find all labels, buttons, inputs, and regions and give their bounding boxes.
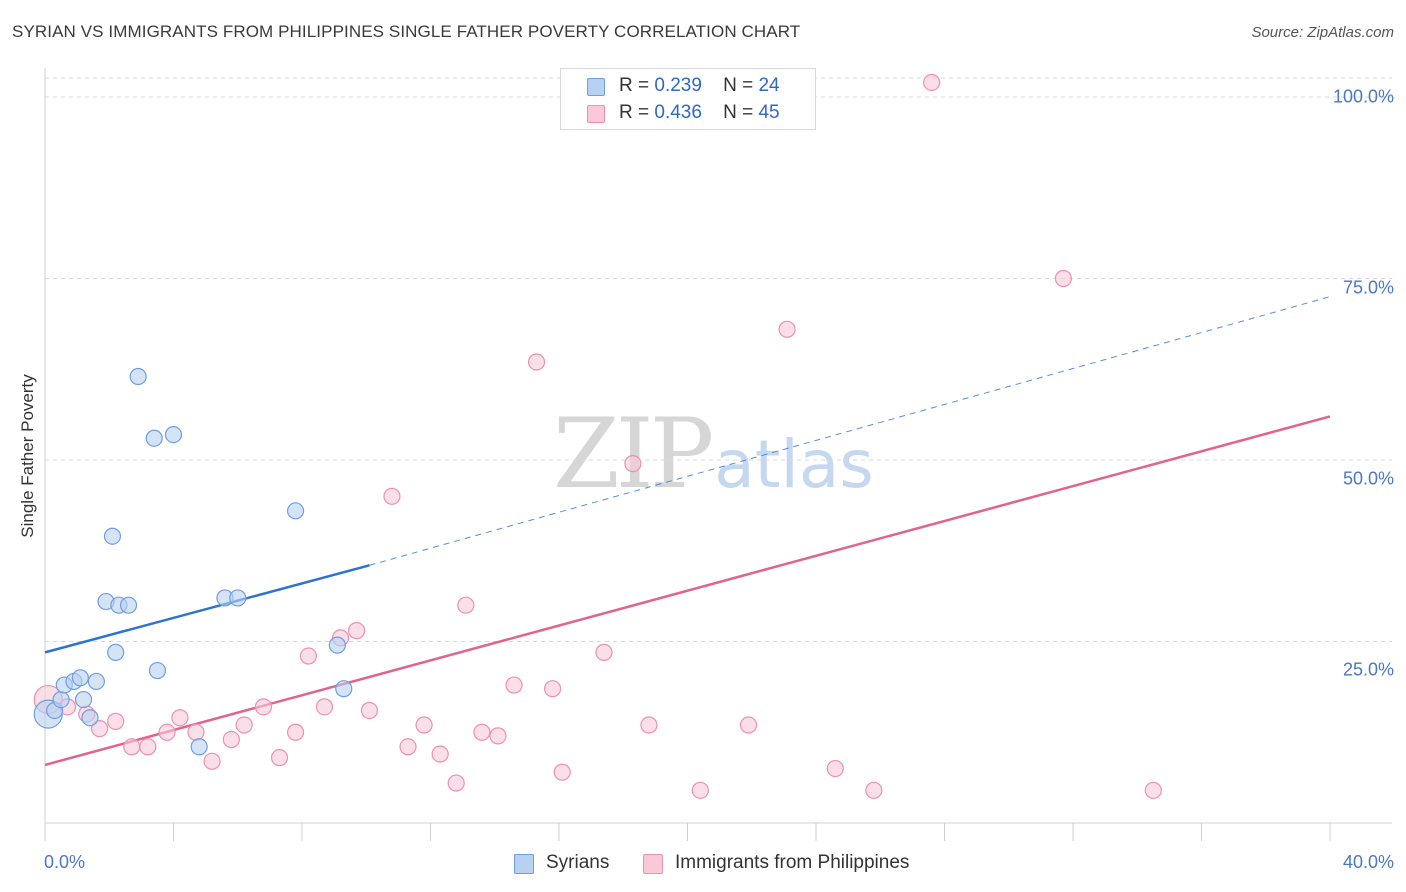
syrians-legend-label: Syrians <box>546 852 610 873</box>
syrians-point <box>81 709 99 727</box>
legend-n-label: N = <box>723 75 754 96</box>
y-tick-label-75: 75.0% <box>1342 277 1394 298</box>
philippines-point <box>553 763 571 781</box>
philippines-point <box>595 643 613 661</box>
syrians-swatch <box>587 78 605 96</box>
x-tick-label-max: 40.0% <box>1342 852 1394 872</box>
philippines-point <box>1054 269 1072 288</box>
philippines-point <box>505 676 523 694</box>
philippines-point <box>123 738 141 756</box>
legend-r-value: 0.239 <box>654 75 702 96</box>
philippines-point <box>383 487 401 505</box>
philippines-point <box>315 698 334 716</box>
philippines-point <box>473 723 491 741</box>
philippines-point <box>415 716 433 734</box>
legend-n-value: 24 <box>758 75 780 96</box>
syrians-trend-extension <box>369 296 1331 566</box>
philippines-point <box>399 738 417 756</box>
philippines-point <box>624 455 642 473</box>
syrians-point <box>129 367 147 386</box>
philippines-point <box>235 716 253 734</box>
legend-r-label: R = <box>619 75 650 96</box>
philippines-point <box>447 774 465 792</box>
philippines-legend-label: Immigrants from Philippines <box>675 852 910 873</box>
philippines-point <box>826 759 844 778</box>
syrians-point <box>103 527 122 545</box>
philippines-point <box>1144 781 1162 799</box>
chart-title: SYRIAN VS IMMIGRANTS FROM PHILIPPINES SI… <box>12 22 801 41</box>
syrians-point <box>286 502 305 520</box>
syrians-point <box>119 596 138 614</box>
syrians-point <box>190 738 208 756</box>
philippines-point <box>299 647 318 665</box>
legend-r-label: R = <box>619 102 650 123</box>
philippines-point <box>457 596 475 614</box>
philippines-point <box>254 698 273 716</box>
philippines-point <box>187 723 205 741</box>
source-label: Source: ZipAtlas.com <box>1251 24 1394 41</box>
philippines-point <box>527 353 546 371</box>
y-axis-label: Single Father Poverty <box>18 374 37 538</box>
syrians-point <box>229 589 247 607</box>
philippines-point <box>640 716 658 734</box>
syrians-point <box>328 636 346 654</box>
philippines-point <box>360 701 379 720</box>
philippines-point <box>203 752 221 770</box>
syrians-point <box>52 690 70 709</box>
philippines-point <box>431 745 449 763</box>
legend-n-value: 45 <box>758 102 780 123</box>
y-tick-label-25: 25.0% <box>1342 659 1394 680</box>
philippines-point <box>865 781 883 799</box>
philippines-point <box>91 720 109 738</box>
philippines-point <box>171 709 189 727</box>
philippines-legend-swatch <box>643 854 663 874</box>
y-tick-label-100: 100.0% <box>1332 86 1394 107</box>
philippines-swatch <box>587 105 605 123</box>
legend-n-label: N = <box>723 102 754 123</box>
syrians-point <box>145 429 163 447</box>
philippines-point <box>348 622 366 640</box>
philippines-point <box>270 749 289 767</box>
syrians-point <box>71 669 89 687</box>
correlation-legend: R = 0.239 N = 24 R = 0.436 N = 45 <box>560 68 816 130</box>
philippines-point <box>739 716 758 734</box>
syrians-legend-swatch <box>514 854 534 874</box>
philippines-point <box>139 738 157 756</box>
philippines-point <box>286 723 305 741</box>
philippines-point <box>691 781 709 799</box>
x-tick-label-min: 0.0% <box>44 852 86 872</box>
legend-r-value: 0.436 <box>654 102 702 123</box>
philippines-point <box>222 730 240 749</box>
syrians-point <box>74 690 93 709</box>
points-layer <box>33 73 1162 799</box>
philippines-point <box>107 712 125 730</box>
trend-layer <box>44 296 1331 767</box>
syrians-point <box>335 680 353 698</box>
syrians-point <box>148 661 167 680</box>
syrians-trend-line <box>44 564 370 654</box>
philippines-point <box>778 320 796 338</box>
syrians-point <box>164 425 183 444</box>
philippines-point <box>158 723 176 741</box>
philippines-point <box>543 680 562 698</box>
syrians-point <box>107 643 125 661</box>
syrians-point <box>87 672 106 691</box>
philippines-point <box>923 73 941 92</box>
y-tick-label-50: 50.0% <box>1342 468 1394 489</box>
philippines-point <box>489 727 507 745</box>
grid-layer <box>45 77 1392 642</box>
